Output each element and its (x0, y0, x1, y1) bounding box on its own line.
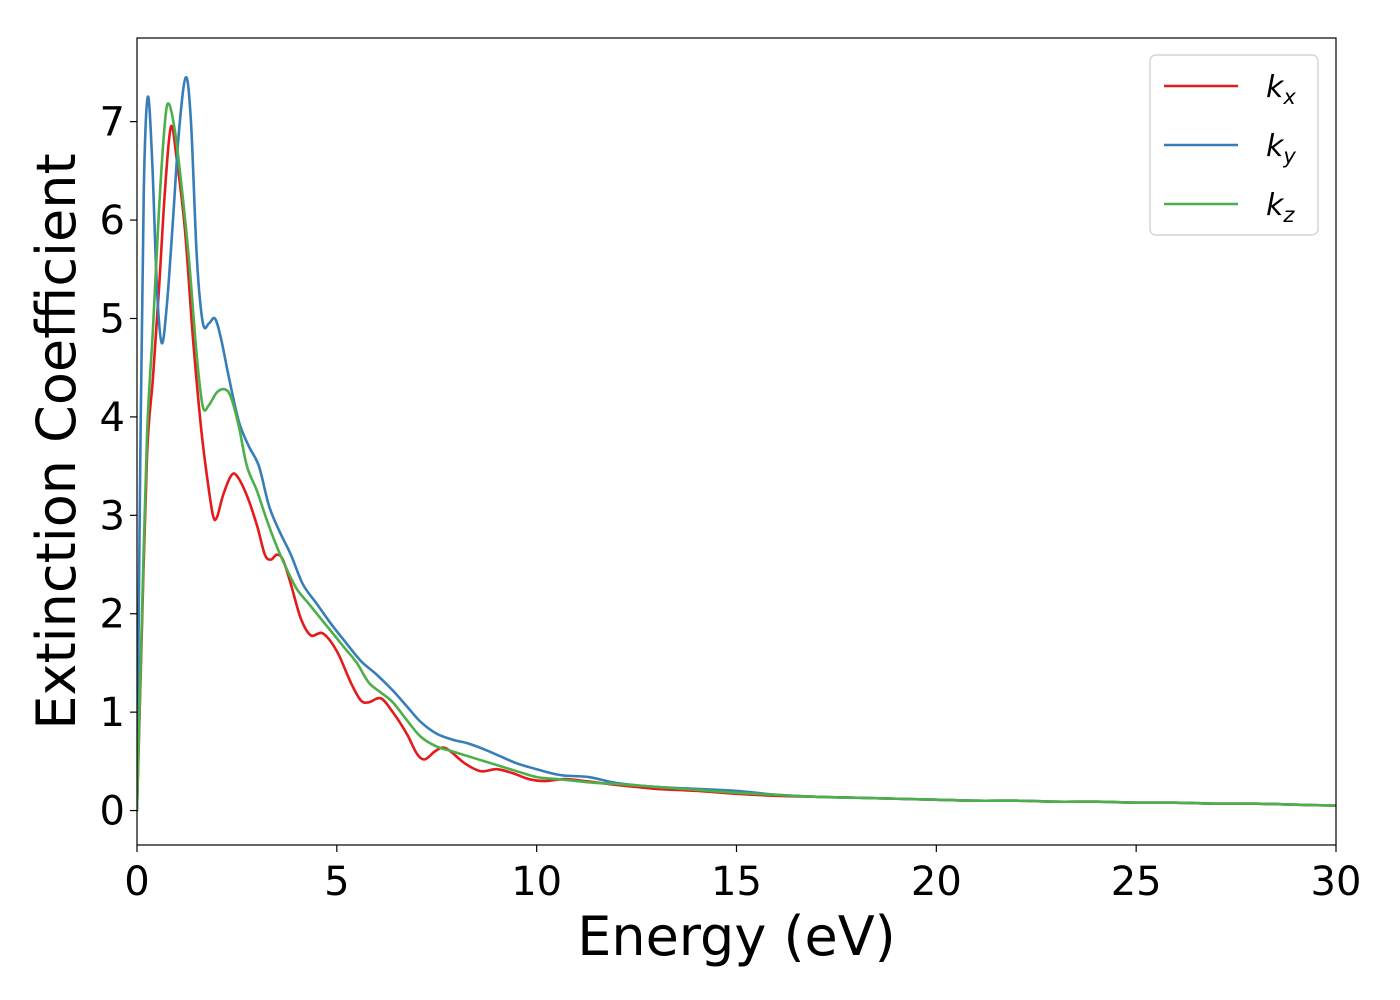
y-tick-label: 2 (100, 592, 125, 638)
x-tick-label: 10 (511, 859, 562, 905)
legend-label-z: kz (1266, 188, 1295, 227)
y-tick-label: 1 (100, 690, 125, 736)
series-line-z (137, 102, 1336, 812)
x-tick-label: 0 (124, 859, 149, 905)
y-tick-label: 5 (100, 296, 125, 342)
y-tick-label: 4 (100, 395, 125, 441)
y-axis-ticks: 0 1 2 3 4 5 6 7 (100, 100, 137, 835)
y-tick-label: 6 (100, 198, 125, 244)
x-tick-label: 30 (1311, 859, 1362, 905)
y-axis-title: Extinction Coefficient (25, 153, 88, 729)
y-tick-label: 0 (100, 789, 125, 835)
legend-label-x: kx (1266, 70, 1296, 109)
y-tick-label: 7 (100, 100, 125, 146)
x-tick-label: 5 (324, 859, 349, 905)
x-tick-label: 25 (1111, 859, 1162, 905)
y-tick-label: 3 (100, 493, 125, 539)
x-axis-ticks: 0 5 10 15 20 25 30 (124, 845, 1361, 905)
series-layer (137, 76, 1336, 812)
x-tick-label: 15 (711, 859, 762, 905)
legend-label-y: ky (1266, 129, 1296, 168)
legend: kx ky kz (1149, 54, 1319, 236)
x-axis-title: Energy (eV) (577, 905, 896, 968)
x-tick-label: 20 (911, 859, 962, 905)
